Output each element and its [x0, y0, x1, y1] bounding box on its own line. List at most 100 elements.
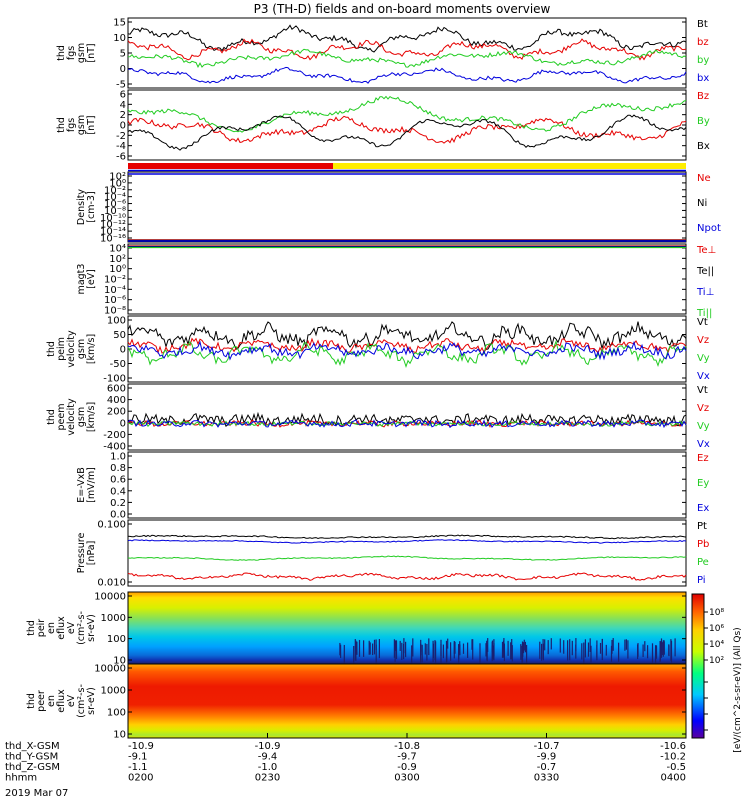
y-axis-label: Density [cm-3] [76, 189, 97, 225]
y-tick-label: 10⁻⁶ [104, 199, 126, 210]
y-axis-label-line: E=-VxB [76, 467, 87, 502]
y-axis-label-line: [nPa] [86, 541, 97, 566]
y-tick-label: 100 [107, 708, 126, 719]
series-line [127, 337, 687, 355]
legend-item: Vx [697, 371, 710, 382]
spectrogram-speck [358, 639, 361, 657]
y-tick-label: -2 [116, 131, 126, 142]
spectrogram-speck [432, 640, 434, 663]
y-tick-label: 10² [109, 254, 126, 265]
y-axis-label-line: peim [56, 337, 67, 361]
x-axis-tick-label: -1.0 [258, 762, 278, 773]
x-axis-tick-label: -10.9 [255, 741, 281, 752]
legend-item: Ne [697, 173, 711, 184]
x-axis-tick-label: -10.6 [660, 741, 686, 752]
y-tick-label: 0 [120, 345, 126, 356]
y-axis-label: thd fgs gsm [nT] [56, 43, 97, 63]
y-axis-label-line: fgs [66, 118, 77, 132]
spectrogram-speck [584, 639, 586, 658]
spectrogram-speck [501, 641, 504, 658]
y-axis-label-line: thd [26, 693, 37, 709]
spectrogram-speck [467, 642, 469, 658]
series-line [127, 419, 687, 429]
y-axis-label: E=-VxB [mV/m] [76, 467, 97, 503]
series-line [127, 539, 687, 544]
y-axis-label-line: fgs [66, 46, 77, 60]
spectrogram-speck [373, 639, 376, 655]
y-axis-label-line: en [46, 622, 57, 634]
legend-item: Vt [697, 385, 708, 396]
panel-electron_spectrogram: 10000 1000 100 10 thd peer en eflux eV (cm²-s-sr-… [26, 663, 687, 741]
panel-frame [127, 519, 687, 587]
spectrogram-speck [369, 642, 371, 655]
panel-density: 10²10⁰10⁻²10⁻⁴10⁻⁶10⁻⁸10⁻¹⁰10⁻¹²10⁻¹⁴10⁻… [76, 171, 721, 245]
series-line [127, 38, 687, 61]
y-axis-label: thd peim velocity gsm [km/s] [46, 330, 97, 368]
spectrogram-speck [618, 642, 620, 662]
y-axis-label: thd fgs gsm [nT] [56, 115, 97, 135]
spectrogram-speck [524, 641, 526, 653]
y-axis-label-line: velocity [66, 330, 77, 368]
spectrogram-speck [479, 643, 481, 664]
spectrogram-speck [674, 638, 676, 657]
spectrogram-speck [575, 644, 577, 659]
spectrogram-speck [401, 642, 403, 660]
spectrogram-speck [426, 643, 428, 661]
series-line [127, 115, 687, 144]
spectrogram-speck [601, 638, 603, 656]
spectrogram-speck [563, 640, 565, 654]
series-line [127, 95, 687, 133]
spectrogram-speck [583, 642, 585, 665]
y-tick-label: 10⁰ [109, 264, 126, 275]
spectrogram-speck [522, 642, 525, 654]
spectrogram-speck [596, 640, 598, 658]
spectrogram-speck [539, 641, 541, 659]
y-axis-label-line: thd [56, 45, 67, 61]
y-tick-label: 10000 [94, 592, 126, 603]
spectrogram-speck [663, 639, 665, 653]
legend: Vt Vz Vy Vx [697, 385, 710, 450]
spectrogram-speck [485, 643, 487, 657]
x-axis-tick-label: -10.2 [660, 752, 686, 763]
series-line [127, 24, 687, 53]
y-axis-label-line: eflux [56, 616, 67, 640]
colorbar-axis-label: [eV/(cm^2-s-sr-eV)] (All Qs) [733, 627, 743, 752]
spectrogram-speck [340, 644, 342, 658]
y-tick-label: 0.6 [110, 475, 126, 486]
legend: Vt Vz Vy Vx [697, 317, 710, 382]
y-axis-label-line: [cm-3] [86, 191, 97, 222]
spectrogram-speck [559, 638, 561, 653]
x-axis-row-label: hhmm [5, 773, 37, 784]
legend-item: bx [697, 73, 709, 84]
spectrogram-speck [611, 639, 613, 654]
series-line [127, 572, 687, 581]
colorbar-axis-label-text: [eV/(cm^2-s-sr-eV)] (All Qs) [733, 627, 743, 752]
x-axis-tick-label: -0.7 [537, 762, 557, 773]
legend-item: Ez [697, 453, 709, 464]
x-axis-tick-label: 0300 [394, 773, 419, 784]
y-tick-label: 10⁻¹⁰ [100, 213, 126, 224]
spectrogram-speck [523, 639, 525, 651]
panel-ion_spectrogram: 10000 1000 100 10 thd peir en eflux eV (cm²-s-sr-… [26, 591, 687, 668]
y-tick-label: 10⁻² [104, 275, 126, 286]
spectrogram-speck [446, 645, 448, 662]
spectrogram-speck [627, 640, 629, 659]
y-tick-label: 10000 [94, 664, 126, 675]
spectrogram-speck [421, 644, 423, 663]
spectrogram-speck [375, 644, 377, 667]
y-axis-label-line: gsm [76, 43, 87, 63]
series-line [127, 534, 687, 540]
y-tick-label: 400 [107, 395, 126, 406]
y-axis-label-line: peer [36, 690, 47, 712]
y-tick-label: 10⁻⁴ [104, 285, 126, 296]
series-line [127, 340, 687, 361]
spectrogram-speck [668, 645, 670, 657]
legend-item: Pb [697, 539, 709, 550]
spectrogram-speck [454, 641, 456, 654]
spectrogram-speck [447, 638, 449, 649]
spectrogram-speck [492, 645, 494, 657]
legend: Te⊥ Te|| Ti⊥ Ti|| [696, 245, 716, 319]
spectrogram-speck [612, 638, 614, 651]
panel-frame [127, 451, 687, 519]
legend: Bt bz by bx [697, 19, 709, 84]
